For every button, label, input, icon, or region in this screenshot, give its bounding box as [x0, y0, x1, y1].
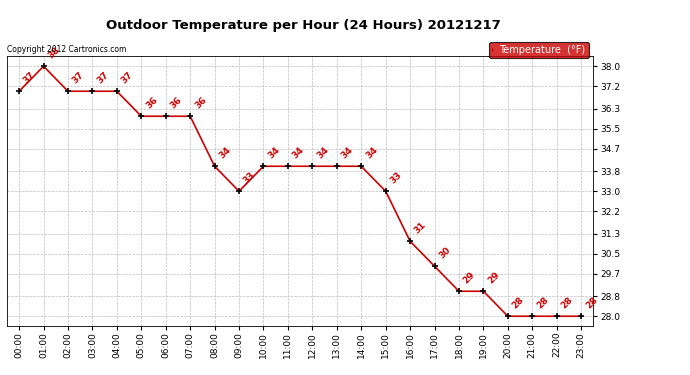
Text: 36: 36: [144, 96, 159, 111]
Text: 37: 37: [119, 70, 135, 86]
Text: 31: 31: [413, 220, 428, 236]
Text: 34: 34: [266, 146, 282, 161]
Text: 36: 36: [193, 96, 208, 111]
Text: 34: 34: [217, 146, 233, 161]
Text: 34: 34: [290, 146, 306, 161]
Text: 28: 28: [560, 296, 575, 311]
Text: 28: 28: [584, 296, 599, 311]
Text: 38: 38: [46, 45, 61, 61]
Text: Copyright 2012 Cartronics.com: Copyright 2012 Cartronics.com: [7, 45, 126, 54]
Text: 29: 29: [486, 270, 502, 286]
Text: 33: 33: [388, 171, 404, 186]
Text: 34: 34: [364, 146, 380, 161]
Text: 30: 30: [437, 246, 453, 261]
Legend: Temperature  (°F): Temperature (°F): [489, 42, 589, 58]
Text: 29: 29: [462, 270, 477, 286]
Text: 34: 34: [315, 146, 331, 161]
Text: 34: 34: [339, 146, 355, 161]
Text: 36: 36: [168, 96, 184, 111]
Text: 37: 37: [95, 70, 110, 86]
Text: 37: 37: [71, 70, 86, 86]
Text: Outdoor Temperature per Hour (24 Hours) 20121217: Outdoor Temperature per Hour (24 Hours) …: [106, 19, 501, 32]
Text: 33: 33: [241, 171, 257, 186]
Text: 28: 28: [511, 296, 526, 311]
Text: 37: 37: [22, 70, 37, 86]
Text: 28: 28: [535, 296, 551, 311]
